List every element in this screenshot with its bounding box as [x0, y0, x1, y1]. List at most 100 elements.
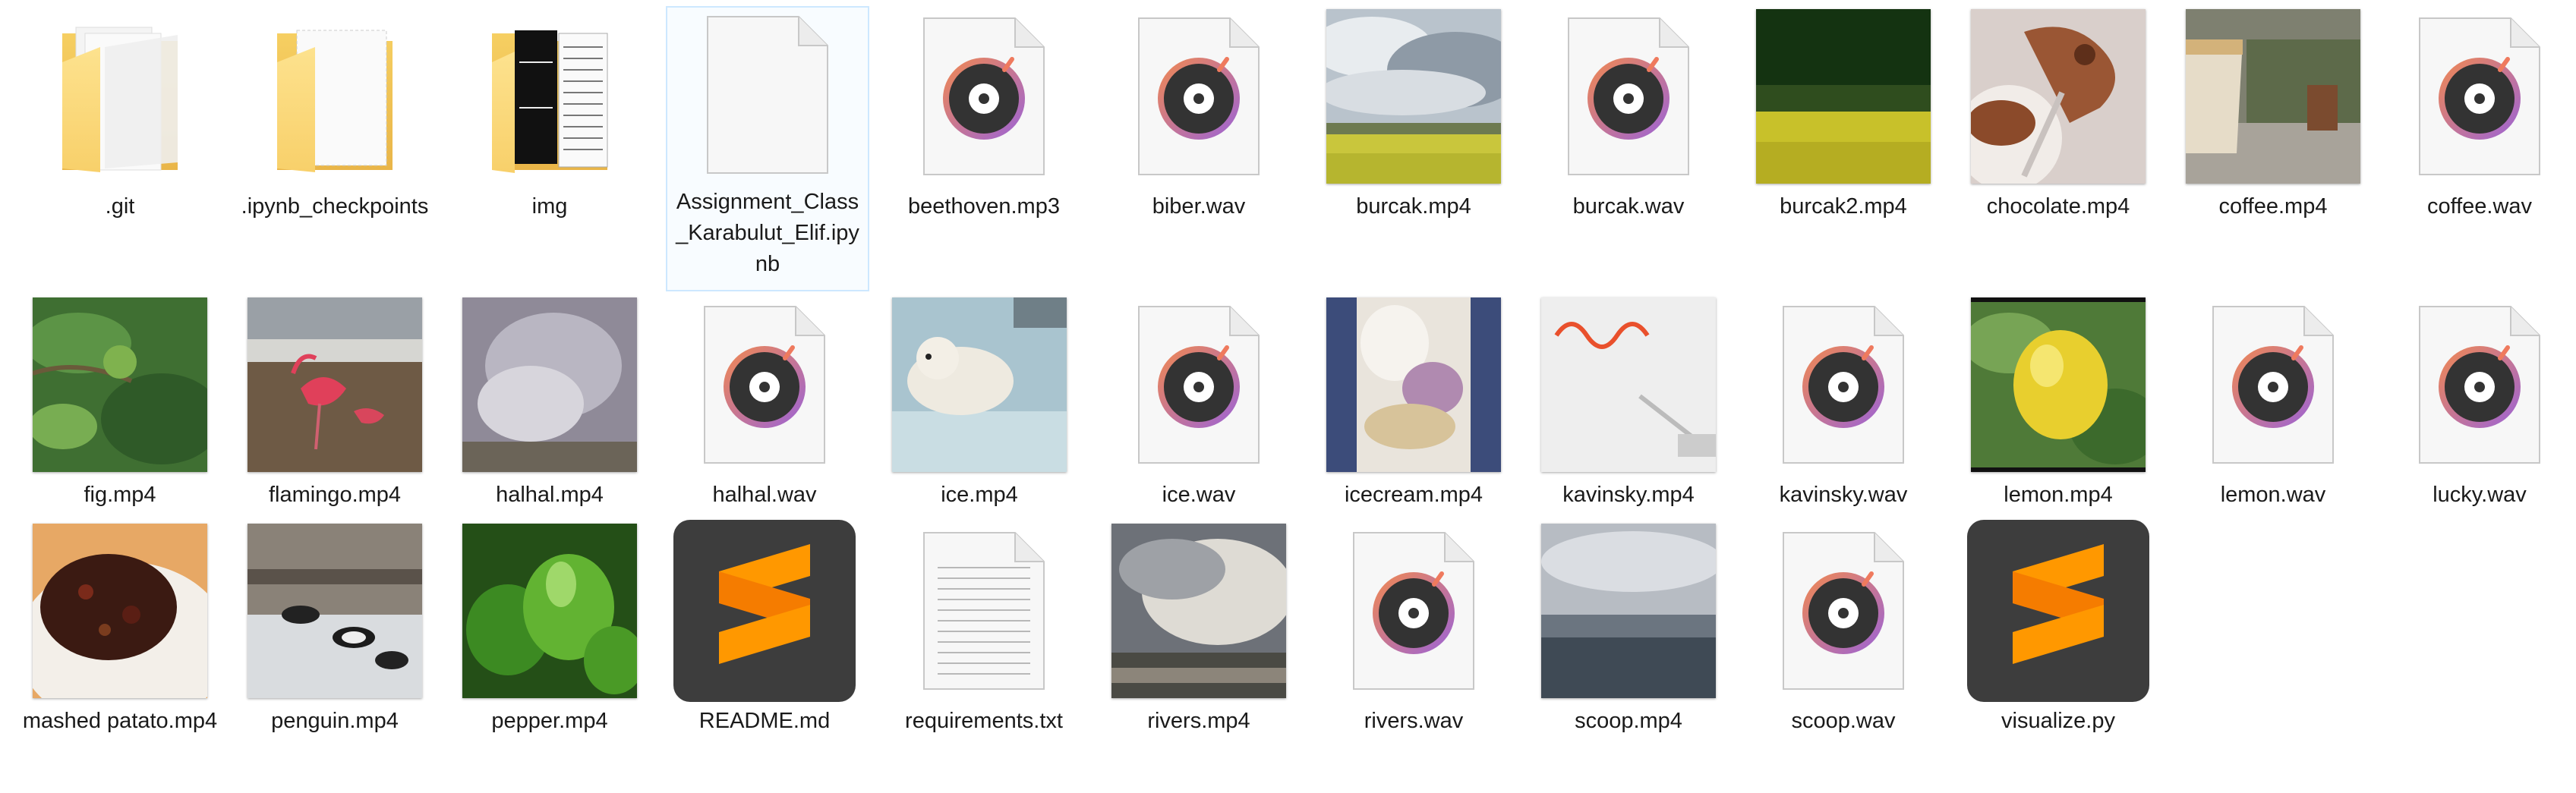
file-item[interactable]: kavinsky.wav [1739, 296, 1948, 524]
file-name: fig.mp4 [84, 483, 156, 507]
video-thumbnail-polar-bear [876, 297, 1083, 472]
file-name: burcak2.mp4 [1780, 194, 1907, 219]
file-item[interactable]: flamingo.mp4 [230, 296, 440, 524]
file-item[interactable]: mashed patato.mp4 [15, 522, 225, 780]
file-item[interactable]: burcak.wav [1524, 8, 1733, 266]
file-item[interactable]: ice.wav [1094, 296, 1304, 524]
file-name: halhal.wav [712, 483, 817, 507]
file-name: scoop.wav [1791, 709, 1896, 733]
file-name: flamingo.mp4 [268, 483, 402, 507]
file-name: chocolate.mp4 [1986, 194, 2130, 219]
file-item[interactable]: pepper.mp4 [445, 522, 654, 750]
file-item[interactable]: .ipynb_checkpoints [230, 8, 440, 266]
file-name: ice.mp4 [941, 483, 1018, 507]
music-file-icon [1740, 524, 1947, 698]
file-name: kavinsky.wav [1779, 483, 1908, 507]
file-item[interactable]: penguin.mp4 [230, 522, 440, 750]
sublime-text-icon [661, 520, 868, 702]
video-thumbnail-smoke [446, 297, 653, 472]
file-item[interactable]: biber.wav [1094, 8, 1304, 266]
file-name: penguin.mp4 [271, 709, 399, 733]
file-name: ice.wav [1162, 483, 1236, 507]
text-document-icon [881, 524, 1087, 698]
file-name: icecream.mp4 [1344, 483, 1483, 507]
music-file-icon [1310, 524, 1517, 698]
file-item[interactable]: fig.mp4 [15, 296, 225, 524]
file-item[interactable]: .git [15, 8, 225, 266]
video-thumbnail-rivers [1096, 524, 1302, 698]
file-name: lucky.wav [2433, 483, 2527, 507]
file-item[interactable]: chocolate.mp4 [1953, 8, 2163, 266]
file-name: rivers.mp4 [1147, 709, 1250, 733]
file-item-selected[interactable]: Assignment_Class_Karabulut_Elif.ipynb [666, 6, 869, 291]
file-item[interactable]: burcak.mp4 [1309, 8, 1518, 266]
music-file-icon [1740, 297, 1947, 472]
file-item[interactable]: halhal.mp4 [445, 296, 654, 524]
file-item[interactable]: rivers.wav [1309, 522, 1518, 750]
file-name: scoop.mp4 [1575, 709, 1682, 733]
music-file-icon [1525, 9, 1732, 184]
music-file-icon [1096, 297, 1302, 472]
file-name: kavinsky.mp4 [1562, 483, 1695, 507]
music-file-icon [661, 297, 868, 472]
folder-icon [232, 9, 438, 184]
file-name: rivers.wav [1364, 709, 1464, 733]
file-name: img [531, 194, 568, 219]
file-name: .ipynb_checkpoints [241, 194, 429, 219]
video-thumbnail-icecream [1310, 297, 1517, 472]
file-item[interactable]: coffee.wav [2383, 8, 2576, 266]
file-item[interactable]: visualize.py [1953, 520, 2163, 750]
file-item[interactable]: README.md [660, 520, 869, 750]
video-thumbnail-fig [17, 297, 223, 472]
file-name: requirements.txt [905, 709, 1063, 733]
video-thumbnail-pepper [446, 524, 653, 698]
file-item[interactable]: lucky.wav [2383, 296, 2576, 524]
file-item[interactable]: beethoven.mp3 [879, 8, 1089, 266]
video-thumbnail-penguin [232, 524, 438, 698]
video-thumbnail-flamingo [232, 297, 438, 472]
sublime-text-icon [1955, 520, 2161, 702]
file-name: halhal.mp4 [496, 483, 604, 507]
file-name: burcak.mp4 [1356, 194, 1471, 219]
video-thumbnail-yellow-field [1740, 9, 1947, 184]
file-item[interactable]: scoop.wav [1739, 522, 1948, 750]
file-name: biber.wav [1152, 194, 1246, 219]
file-name: .git [105, 194, 135, 219]
file-item[interactable]: requirements.txt [879, 522, 1089, 750]
video-thumbnail-mashed [17, 524, 223, 698]
file-item[interactable]: halhal.wav [660, 296, 869, 524]
video-thumbnail-lemon [1955, 297, 2161, 472]
file-name: pepper.mp4 [491, 709, 608, 733]
file-item[interactable]: coffee.mp4 [2168, 8, 2378, 266]
file-name: lemon.wav [2220, 483, 2326, 507]
file-item[interactable]: lemon.wav [2168, 296, 2378, 524]
music-file-icon [2385, 297, 2574, 472]
file-name: visualize.py [2001, 709, 2115, 733]
music-file-icon [2385, 9, 2574, 184]
file-item[interactable]: rivers.mp4 [1094, 522, 1304, 750]
file-item[interactable]: burcak2.mp4 [1739, 8, 1948, 266]
file-item[interactable]: img [445, 8, 654, 266]
music-file-icon [881, 9, 1087, 184]
file-name: README.md [698, 709, 831, 733]
file-name: coffee.mp4 [2218, 194, 2328, 219]
file-name: beethoven.mp3 [908, 194, 1060, 219]
music-file-icon [1096, 9, 1302, 184]
file-name: Assignment_Class_Karabulut_Elif.ipynb [676, 190, 859, 276]
file-name: coffee.wav [2426, 194, 2533, 219]
video-thumbnail-kavinsky [1525, 297, 1732, 472]
file-item[interactable]: icecream.mp4 [1309, 296, 1518, 524]
music-file-icon [2170, 297, 2376, 472]
blank-document-icon [667, 8, 868, 182]
video-thumbnail-coffee [2170, 9, 2376, 184]
file-item[interactable]: kavinsky.mp4 [1524, 296, 1733, 524]
folder-with-documents-icon [446, 9, 653, 184]
file-name: lemon.mp4 [2004, 483, 2113, 507]
video-thumbnail-field-sky [1310, 9, 1517, 184]
file-name: mashed patato.mp4 [22, 709, 218, 733]
folder-icon [17, 9, 223, 184]
file-item[interactable]: lemon.mp4 [1953, 296, 2163, 524]
file-item[interactable]: scoop.mp4 [1524, 522, 1733, 750]
file-item[interactable]: ice.mp4 [875, 296, 1084, 524]
